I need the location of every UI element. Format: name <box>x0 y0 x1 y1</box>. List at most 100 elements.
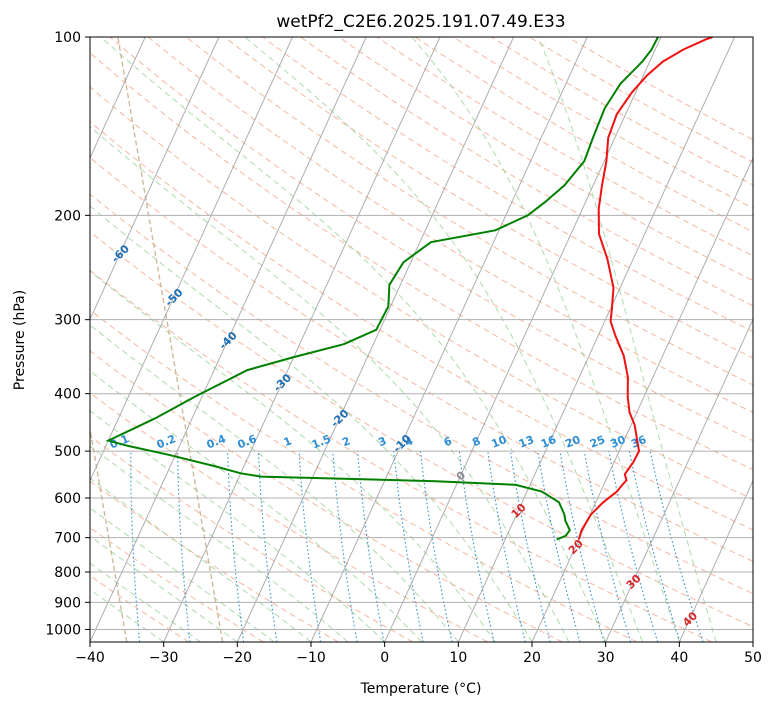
mixing-ratio-line <box>332 451 358 642</box>
moist-adiabat-line <box>90 410 386 642</box>
mixing-ratio-line <box>458 451 495 642</box>
dry-adiabat-line <box>338 37 753 282</box>
dry-adiabat-line <box>90 526 264 642</box>
x-tick-label: 0 <box>380 650 389 666</box>
mixing-ratio-label: 3 <box>376 434 388 449</box>
moist-adiabat-line <box>411 37 680 642</box>
mixing-ratio-label: 20 <box>563 433 582 451</box>
moist-adiabat-line <box>90 126 570 642</box>
isotherm-line <box>310 37 588 642</box>
isotherm-line <box>605 318 753 642</box>
mixing-ratio-line <box>509 451 551 642</box>
y-axis-ticks: 100 200 300 400 500 600 700 800 900 1000 <box>45 30 90 638</box>
dry-adiabat-line <box>90 52 753 471</box>
y-tick-label: 500 <box>54 444 81 460</box>
dry-adiabat-line <box>185 37 753 386</box>
isotherm-line <box>90 37 294 482</box>
dry-adiabat-line <box>529 37 753 163</box>
dry-adiabat-line <box>414 37 753 233</box>
isotherm-line <box>90 37 367 642</box>
dry-adiabat-line <box>147 37 753 414</box>
x-tick-label: −30 <box>149 650 179 666</box>
moist-adiabat-line <box>244 37 643 642</box>
mixing-ratio-line <box>628 450 681 642</box>
dry-adiabat-line <box>567 37 753 141</box>
mixing-ratio-line <box>649 450 704 642</box>
mixing-ratio-label: 1 <box>282 434 294 449</box>
isotherm-line <box>163 37 441 642</box>
dry-adiabat-line <box>491 37 753 186</box>
dry-adiabat-line <box>224 37 753 359</box>
mixing-ratio-line <box>298 451 322 642</box>
x-tick-label: 20 <box>523 650 541 666</box>
x-tick-label: −10 <box>296 650 326 666</box>
plot-frame <box>89 36 754 643</box>
mixing-ratio-line <box>227 451 245 642</box>
dry-adiabat-line <box>90 350 563 642</box>
mixing-ratio-label: 36 <box>629 433 648 451</box>
background-lines <box>90 37 753 642</box>
dry-adiabat-line <box>300 37 753 307</box>
mixing-ratio-line <box>537 451 581 642</box>
y-tick-label: 100 <box>54 30 81 46</box>
isotherm-line <box>457 37 736 642</box>
isotherm-line <box>236 37 515 642</box>
y-tick-label: 700 <box>54 531 81 547</box>
moist-adiabat-line <box>90 205 533 642</box>
y-tick-label: 600 <box>54 491 81 507</box>
isotherm-line <box>678 479 753 642</box>
mixing-ratio-line <box>419 451 453 642</box>
moist-adiabat-line <box>90 562 201 642</box>
dewpoint-profile-line <box>105 37 659 541</box>
isotherm-line <box>90 37 220 321</box>
y-tick-label: 300 <box>54 313 81 329</box>
mixing-ratio-line <box>608 450 659 642</box>
isotherm-line <box>90 37 146 160</box>
mixing-ratio-line <box>393 451 424 642</box>
dry-adiabat-line <box>90 309 638 642</box>
moist-adiabat-line <box>90 588 164 642</box>
y-tick-label: 1000 <box>45 622 81 638</box>
chart-title: wetPf2_C2E6.2025.191.07.49.E33 <box>276 12 565 32</box>
isotherm-line <box>531 156 753 642</box>
y-tick-label: 900 <box>54 595 81 611</box>
dry-adiabat-line <box>109 37 753 442</box>
dry-adiabat-line <box>453 37 753 209</box>
reference-curve <box>117 37 224 642</box>
y-tick-label: 400 <box>54 387 81 403</box>
moist-adiabat-line <box>90 445 349 642</box>
mixing-ratio-label: 16 <box>539 433 558 451</box>
mixing-ratio-label: 13 <box>517 433 536 451</box>
mixing-ratio-line <box>583 450 632 642</box>
x-tick-label: −20 <box>223 650 253 666</box>
mixing-ratio-line <box>559 451 605 642</box>
x-tick-label: 30 <box>597 650 615 666</box>
pressure-gridlines <box>90 37 753 630</box>
x-tick-label: 50 <box>744 650 762 666</box>
dry-adiabat-line <box>376 37 753 257</box>
mixing-ratio-label: 8 <box>470 434 482 449</box>
temperature-profile-line <box>577 37 713 540</box>
mixing-ratio-label: 2 <box>340 434 352 449</box>
x-axis-label: Temperature (°C) <box>360 681 482 697</box>
x-tick-label: −40 <box>75 650 105 666</box>
dry-adiabat-line <box>90 392 488 642</box>
x-tick-label: 40 <box>670 650 688 666</box>
y-tick-label: 800 <box>54 565 81 581</box>
dry-adiabat-line <box>90 480 339 642</box>
y-tick-label: 200 <box>54 208 81 224</box>
moist-adiabat-line <box>537 37 717 642</box>
sounding-profiles <box>105 37 713 541</box>
moist-adiabat-line <box>100 37 607 642</box>
mixing-ratio-label: 25 <box>588 433 607 451</box>
x-axis-ticks: −40 −30 −20 −10 0 10 20 30 40 50 <box>75 642 762 666</box>
mixing-ratio-line <box>487 451 526 642</box>
mixing-ratio-line <box>357 451 385 642</box>
mixing-ratio-line <box>257 451 278 642</box>
dry-adiabat-line <box>90 231 753 628</box>
mixing-ratio-label: 30 <box>608 433 627 451</box>
mixing-ratio-label: 10 <box>490 433 509 451</box>
x-tick-label: 10 <box>449 650 467 666</box>
dry-adiabat-line <box>90 269 712 642</box>
